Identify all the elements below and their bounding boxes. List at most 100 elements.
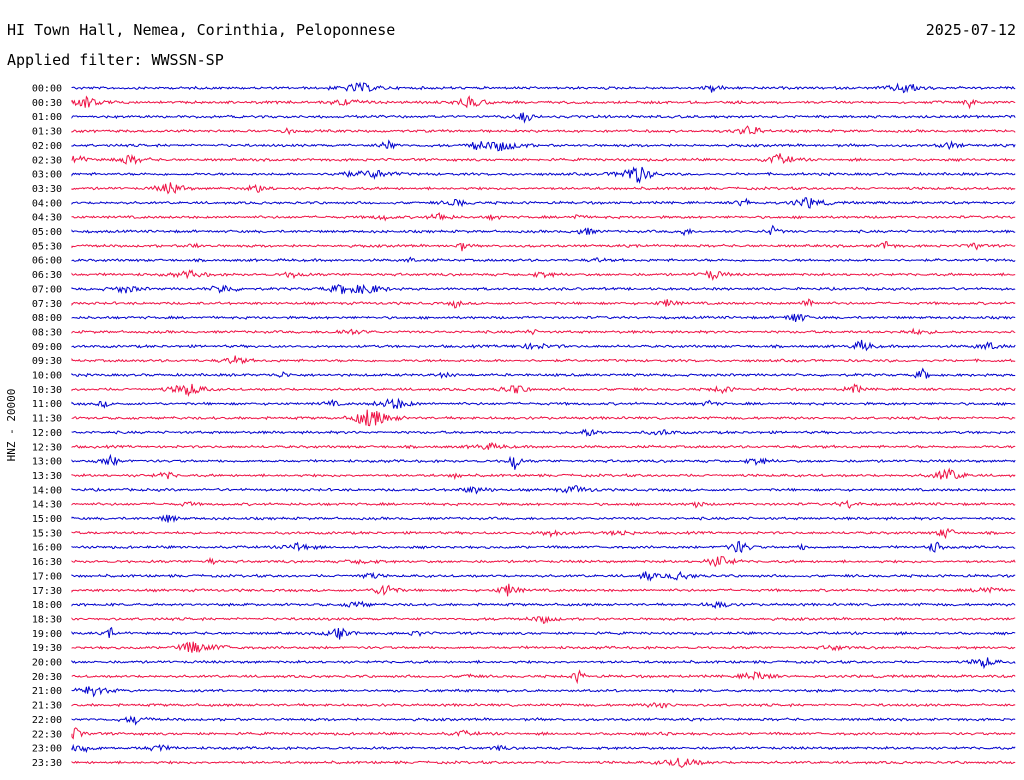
- row-time-label: 21:30: [32, 701, 62, 712]
- row-time-label: 11:30: [32, 414, 62, 425]
- seismic-trace: [71, 409, 1016, 427]
- row-time-label: 14:30: [32, 500, 62, 511]
- seismic-trace: [71, 125, 1016, 136]
- seismic-trace: [71, 112, 1016, 124]
- seismic-trace: [71, 540, 1016, 554]
- seismic-trace: [71, 283, 1016, 295]
- row-time-label: 05:00: [32, 227, 62, 238]
- row-time-label: 17:30: [32, 586, 62, 597]
- seismic-trace: [71, 485, 1016, 495]
- row-time-label: 00:30: [32, 98, 62, 109]
- seismic-trace: [71, 441, 1016, 450]
- seismic-trace: [71, 669, 1016, 685]
- seismic-trace: [71, 153, 1016, 166]
- seismic-trace: [71, 139, 1016, 152]
- row-time-label: 10:30: [32, 385, 62, 396]
- seismic-trace: [71, 197, 1016, 209]
- station-title: HI Town Hall, Nemea, Corinthia, Peloponn…: [7, 21, 396, 39]
- seismic-trace: [71, 467, 1016, 481]
- row-time-label: 18:30: [32, 614, 62, 625]
- seismic-trace: [71, 715, 1016, 726]
- seismic-trace: [71, 428, 1016, 437]
- row-time-label: 08:00: [32, 313, 62, 324]
- row-time-label: 05:30: [32, 241, 62, 252]
- seismic-trace: [71, 81, 1016, 94]
- row-time-label: 07:30: [32, 299, 62, 310]
- row-time-label: 00:00: [32, 84, 62, 95]
- seismic-trace: [71, 453, 1016, 470]
- seismic-trace: [71, 727, 1016, 740]
- row-time-label: 13:00: [32, 457, 62, 468]
- seismic-trace: [71, 327, 1016, 336]
- row-time-label: 19:00: [32, 629, 62, 640]
- row-time-label: 02:00: [32, 141, 62, 152]
- seismic-trace: [71, 702, 1016, 709]
- row-time-label: 11:00: [32, 399, 62, 410]
- seismic-trace: [71, 757, 1016, 768]
- seismic-trace: [71, 166, 1016, 184]
- row-time-label: 03:00: [32, 170, 62, 181]
- row-time-label: 12:30: [32, 442, 62, 453]
- seismic-trace: [71, 615, 1016, 624]
- row-time-label: 16:30: [32, 557, 62, 568]
- row-time-label: 06:00: [32, 256, 62, 267]
- row-time-label: 17:00: [32, 571, 62, 582]
- row-time-label: 03:30: [32, 184, 62, 195]
- row-time-label: 06:30: [32, 270, 62, 281]
- seismic-trace: [71, 600, 1016, 609]
- row-time-label: 15:00: [32, 514, 62, 525]
- row-time-label: 15:30: [32, 528, 62, 539]
- seismic-trace: [71, 269, 1016, 282]
- row-time-label: 09:00: [32, 342, 62, 353]
- row-time-label: 04:30: [32, 213, 62, 224]
- row-time-label: 13:30: [32, 471, 62, 482]
- seismic-trace: [71, 95, 1016, 110]
- seismic-trace: [71, 641, 1016, 654]
- seismic-trace: [71, 298, 1016, 309]
- seismic-trace: [71, 555, 1016, 568]
- y-axis-label: HNZ - 20000: [5, 389, 18, 462]
- seismic-trace: [71, 241, 1016, 252]
- seismic-trace: [71, 212, 1016, 222]
- row-time-label: 18:00: [32, 600, 62, 611]
- seismic-trace: [71, 182, 1016, 195]
- seismic-trace: [71, 313, 1016, 323]
- seismic-trace: [71, 367, 1016, 379]
- seismic-trace: [71, 686, 1016, 698]
- row-time-label: 20:00: [32, 658, 62, 669]
- row-time-label: 08:30: [32, 327, 62, 338]
- seismic-trace: [71, 397, 1016, 409]
- row-time-label: 10:00: [32, 371, 62, 382]
- seismic-trace: [71, 355, 1016, 365]
- row-time-label: 07:00: [32, 284, 62, 295]
- seismic-trace: [71, 527, 1016, 540]
- seismic-trace: [71, 339, 1016, 352]
- row-time-label: 23:00: [32, 744, 62, 755]
- row-time-label: 20:30: [32, 672, 62, 683]
- seismic-trace: [71, 583, 1016, 597]
- row-time-label: 23:30: [32, 758, 62, 769]
- row-time-label: 04:00: [32, 198, 62, 209]
- row-time-label: 12:00: [32, 428, 62, 439]
- row-time-label: 02:30: [32, 155, 62, 166]
- row-time-label: 01:00: [32, 112, 62, 123]
- seismic-trace: [71, 514, 1016, 523]
- row-time-label: 14:00: [32, 485, 62, 496]
- row-time-label: 22:30: [32, 729, 62, 740]
- seismic-trace: [71, 657, 1016, 670]
- seismic-trace: [71, 743, 1016, 754]
- seismic-trace: [71, 499, 1016, 509]
- seismic-trace: [71, 224, 1016, 237]
- row-time-label: 22:00: [32, 715, 62, 726]
- seismic-trace: [71, 570, 1016, 582]
- filter-label: Applied filter: WWSSN-SP: [7, 51, 224, 69]
- row-time-label: 01:30: [32, 127, 62, 138]
- seismic-trace: [71, 383, 1016, 398]
- row-time-label: 16:00: [32, 543, 62, 554]
- date-label: 2025-07-12: [925, 21, 1016, 39]
- row-time-label: 09:30: [32, 356, 62, 367]
- row-time-label: 21:00: [32, 686, 62, 697]
- row-time-label: 19:30: [32, 643, 62, 654]
- seismic-trace: [71, 626, 1016, 640]
